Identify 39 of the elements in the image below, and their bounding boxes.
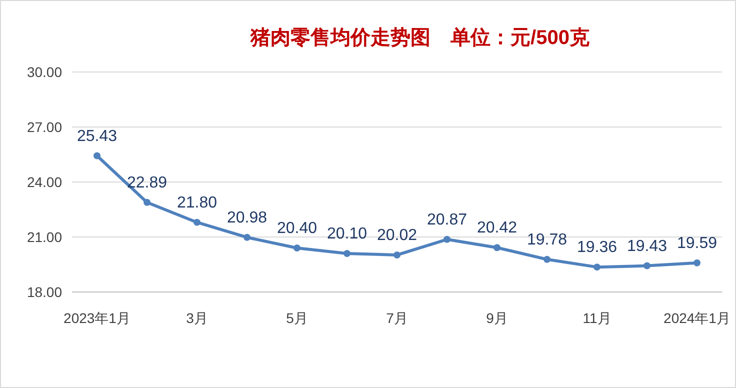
point [644, 262, 650, 270]
y-tick-label: 27.00 [26, 119, 62, 135]
data-label: 21.80 [176, 194, 218, 212]
point [394, 251, 400, 258]
data-label: 19.78 [526, 231, 568, 248]
x-tick-label: 3月 [186, 310, 208, 326]
data-label: 25.43 [76, 128, 118, 145]
y-tick-label: 24.00 [26, 174, 62, 190]
x-tick-label: 9月 [486, 310, 508, 326]
y-tick-label: 30.00 [26, 64, 62, 80]
point [94, 152, 100, 160]
data-label: 22.89 [126, 174, 168, 192]
point [344, 250, 350, 257]
data-label: 19.43 [626, 238, 668, 255]
point [544, 256, 550, 263]
point [244, 234, 250, 241]
data-label: 20.02 [376, 226, 418, 244]
data-label: 20.42 [476, 220, 518, 237]
x-tick-label: 7月 [386, 310, 408, 326]
point [144, 198, 150, 206]
y-tick-label: 21.00 [26, 229, 62, 245]
data-label: 20.10 [326, 226, 368, 242]
data-label: 20.87 [426, 211, 468, 228]
data-label: 19.59 [676, 234, 718, 252]
data-label: 19.36 [576, 239, 618, 256]
x-tick-label: 2023年1月 [64, 310, 130, 326]
x-tick-label: 11月 [582, 310, 612, 326]
data-label: 20.40 [276, 220, 318, 237]
point [694, 259, 700, 266]
point [594, 264, 600, 271]
data-label: 20.98 [226, 209, 268, 226]
y-tick-label: 18.00 [26, 284, 62, 300]
x-tick-label: 5月 [286, 310, 308, 326]
point [194, 218, 200, 226]
chart-title: 猪肉零售均价走势图 单位：元/500克 [250, 26, 590, 49]
point [494, 244, 500, 252]
point [294, 244, 300, 252]
x-tick-label: 2024年1月 [664, 310, 730, 326]
point [444, 236, 450, 243]
